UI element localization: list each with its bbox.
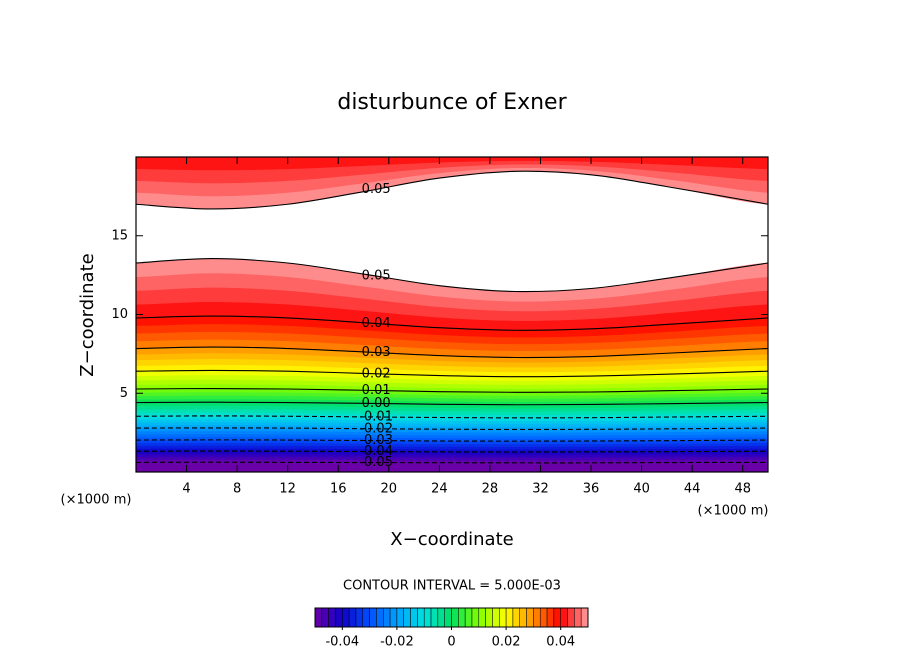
contour-label: -0.05 (359, 455, 393, 470)
contour-line (136, 315, 768, 331)
colorbar-swatch (464, 607, 473, 628)
contour-label: 0.01 (362, 383, 391, 398)
x-tick-label: 28 (482, 482, 499, 497)
x-tick-label: 16 (330, 482, 347, 497)
colorbar-swatch (458, 607, 466, 628)
contour-label: -0.01 (359, 409, 393, 424)
contour-line (136, 461, 768, 464)
contour-label: -0.02 (359, 421, 393, 436)
y-tick-label: 10 (111, 307, 128, 322)
colorbar-swatch (376, 607, 384, 628)
x-tick-label: 4 (182, 482, 190, 497)
colorbar-swatch (533, 607, 541, 628)
colorbar-tick-label: 0 (447, 635, 455, 650)
colorbar-swatch (314, 607, 323, 628)
contour-line (136, 346, 768, 359)
colorbar-swatch (437, 607, 445, 628)
x-tick-label: 36 (583, 482, 600, 497)
colorbar-tick-label: -0.02 (380, 635, 414, 650)
colorbar-swatch (444, 607, 452, 628)
contour-line (136, 258, 768, 293)
contour-label: -0.03 (359, 433, 393, 448)
colorbar-swatch (546, 607, 555, 628)
colorbar-swatch (396, 607, 404, 628)
contour-line (136, 387, 768, 393)
y-tick-label: 15 (111, 228, 128, 243)
colorbar-tick-label: -0.04 (325, 635, 359, 650)
contour-label: 0.02 (362, 366, 391, 381)
colorbar-swatch (417, 607, 425, 628)
colorbar-swatch (499, 607, 507, 628)
colorbar-swatch (492, 607, 500, 628)
contour-fill (136, 157, 768, 171)
colorbar-swatch (471, 607, 480, 628)
x-tick-label: 12 (279, 482, 296, 497)
contour-label: 0.03 (362, 345, 391, 360)
contour-line (136, 369, 768, 378)
colorbar-swatch (519, 607, 527, 628)
contour-line (136, 401, 768, 406)
colorbar-swatch (423, 607, 432, 628)
chart-title: disturbunce of Exner (337, 90, 567, 115)
colorbar-swatch (505, 607, 514, 628)
x-tick-label: 40 (633, 482, 650, 497)
contour-label: 0.05 (362, 182, 391, 197)
x-tick-label: 20 (381, 482, 398, 497)
contour-label: -0.04 (359, 444, 393, 459)
contour-line (136, 450, 768, 453)
contour-label: 0.05 (362, 268, 391, 283)
x-axis-label: X−coordinate (390, 529, 513, 550)
x-tick-label: 44 (684, 482, 701, 497)
y-axis-label: Z−coordinate (77, 253, 98, 376)
colorbar-swatch (553, 607, 561, 628)
plot-area: -0.05-0.04-0.03-0.02-0.010.000.01 0.02 0.0… (136, 157, 768, 472)
colorbar-swatch (355, 607, 364, 628)
colorbar-swatch (430, 607, 439, 628)
colorbar-swatch (512, 607, 520, 628)
interval-note: CONTOUR INTERVAL = 5.000E-03 (343, 579, 561, 594)
x-tick-label: 32 (532, 482, 549, 497)
colorbar-swatch (383, 607, 391, 628)
colorbar: -0.04 -0.02 0 0.02 0.04 (314, 607, 589, 650)
contour-label: 0.04 (362, 316, 391, 331)
x-unit: (×1000 m) (698, 504, 769, 519)
colorbar-swatch (369, 607, 377, 628)
x-tick-label: 48 (734, 482, 751, 497)
colorbar-swatch (574, 607, 582, 628)
colorbar-swatch (526, 607, 534, 628)
colorbar-swatch (478, 607, 486, 628)
contour-line (136, 415, 768, 419)
contour-line (136, 427, 768, 431)
colorbar-tick-label: 0.04 (546, 635, 575, 650)
colorbar-swatch (451, 607, 459, 628)
colorbar-swatch (485, 607, 493, 628)
colorbar-swatch (342, 607, 350, 628)
colorbar-swatch (580, 607, 589, 628)
colorbar-swatch (348, 607, 357, 628)
x-tick-label: 8 (233, 482, 241, 497)
contour-line (136, 439, 768, 442)
colorbar-swatch (539, 607, 548, 628)
x-tick-label: 24 (431, 482, 448, 497)
colorbar-swatch (560, 607, 568, 628)
colorbar-swatch (328, 607, 336, 628)
colorbar-swatch (389, 607, 398, 628)
colorbar-swatch (410, 607, 418, 628)
contour-fill (136, 461, 768, 472)
contour-label: 0.00 (362, 396, 391, 411)
colorbar-swatch (403, 607, 411, 628)
colorbar-tick-label: 0.02 (492, 635, 521, 650)
colorbar-swatch (567, 607, 575, 628)
y-unit: (×1000 m) (61, 493, 132, 508)
contour-line (136, 170, 768, 210)
colorbar-swatch (362, 607, 370, 628)
colorbar-swatch (335, 607, 343, 628)
y-tick-label: 5 (120, 386, 128, 401)
colorbar-swatch (321, 607, 329, 628)
